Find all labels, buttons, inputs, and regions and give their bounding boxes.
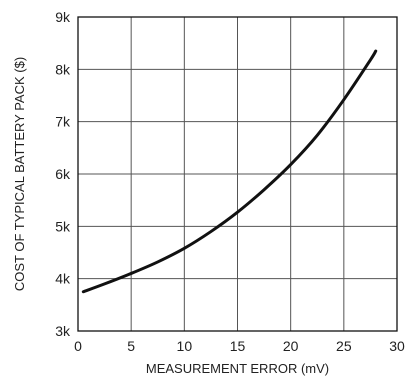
y-tick-label: 7k (55, 114, 71, 130)
x-tick-label: 20 (283, 338, 299, 354)
grid (78, 17, 397, 331)
x-tick-label: 5 (127, 338, 135, 354)
x-tick-label: 10 (177, 338, 193, 354)
x-tick-label: 30 (389, 338, 405, 354)
y-tick-label: 5k (55, 218, 71, 234)
cost-curve-line (81, 49, 378, 294)
x-tick-label: 15 (230, 338, 246, 354)
y-tick-label: 8k (55, 61, 71, 77)
x-tick-label: 0 (74, 338, 82, 354)
y-tick-label: 4k (55, 271, 71, 287)
x-axis-label: MEASUREMENT ERROR (mV) (146, 361, 329, 376)
x-tick-label: 25 (336, 338, 352, 354)
y-tick-labels: 3k 4k 5k 6k 7k 8k 9k (55, 9, 71, 339)
x-tick-labels: 0 5 10 15 20 25 30 (74, 338, 405, 354)
y-tick-label: 3k (55, 323, 71, 339)
series-layer (81, 49, 378, 294)
y-axis-label: COST OF TYPICAL BATTERY PACK ($) (12, 57, 27, 291)
y-tick-label: 6k (55, 166, 71, 182)
plot-frame (77, 16, 398, 332)
y-tick-label: 9k (55, 9, 71, 25)
